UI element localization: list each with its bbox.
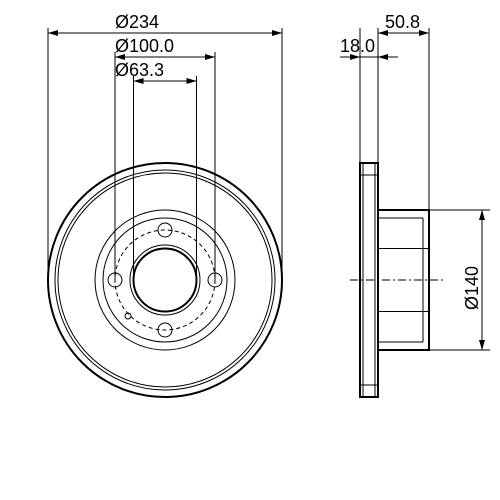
dim-bolt-circle: Ø100.0: [115, 36, 174, 56]
chamfer-circle: [55, 170, 275, 390]
center-bore-chamfer: [130, 245, 200, 315]
front-view: [48, 163, 282, 397]
outer-diameter-circle: [48, 163, 282, 397]
dim-hat-diameter: Ø140: [462, 266, 482, 310]
dim-depth: 50.8: [385, 12, 420, 32]
technical-drawing: Ø234 Ø100.0 Ø63.3: [0, 0, 500, 500]
dim-center-bore: Ø63.3: [115, 60, 164, 80]
dim-thickness: 18.0: [340, 36, 375, 56]
side-view: [350, 163, 445, 397]
front-view-extensions: [48, 28, 282, 280]
side-view-dimensions: 18.0 50.8 Ø140: [340, 12, 485, 350]
hat-outer-circle: [95, 210, 235, 350]
front-view-dimensions: Ø234 Ø100.0 Ø63.3: [48, 12, 282, 84]
center-bore-circle: [134, 249, 197, 312]
dim-outer-diameter: Ø234: [115, 12, 159, 32]
friction-surface-inner: [58, 173, 272, 387]
